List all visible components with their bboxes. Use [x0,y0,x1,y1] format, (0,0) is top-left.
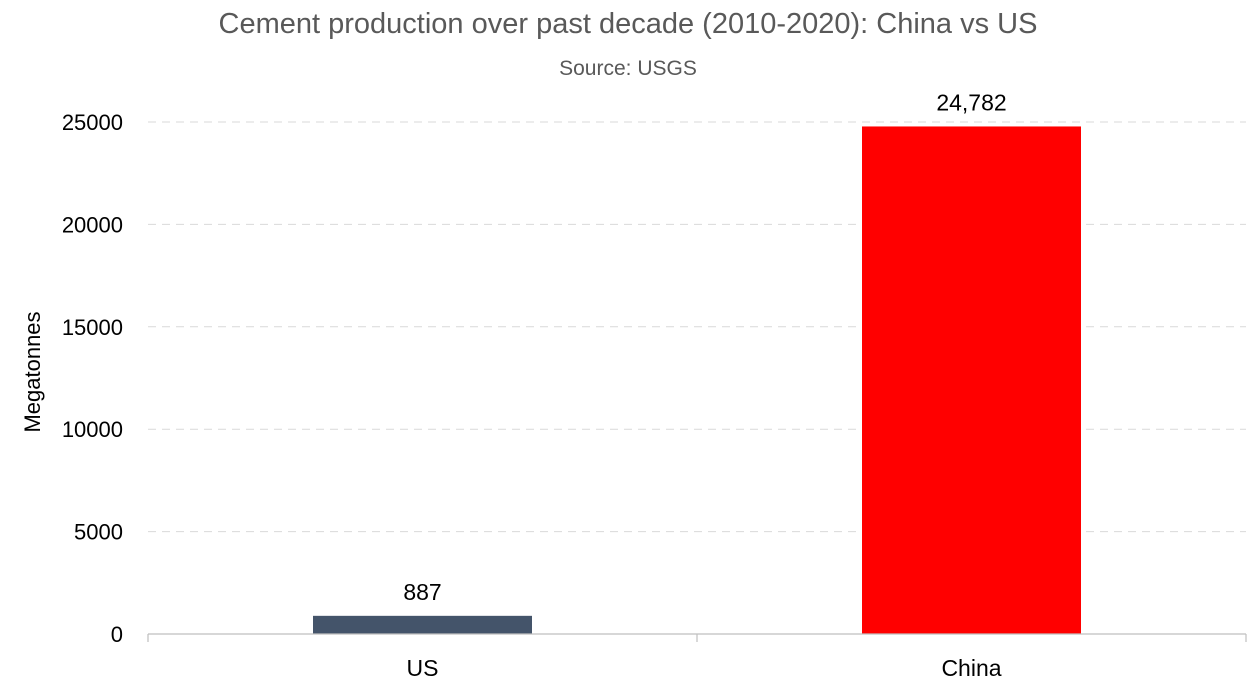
data-label-us: 887 [403,579,441,605]
x-axis [147,633,1247,642]
bar-china [862,126,1081,635]
data-label-china: 24,782 [936,89,1006,115]
y-tick-label: 20000 [62,212,123,237]
chart-title: Cement production over past decade (2010… [219,8,1038,40]
category-label-china: China [941,655,1001,681]
bars [313,126,1081,635]
y-tick-label: 15000 [62,315,123,340]
y-axis-label: Megatonnes [20,311,45,432]
y-tick-label: 25000 [62,110,123,135]
chart-subtitle: Source: USGS [559,57,697,80]
category-label-us: US [407,655,439,681]
y-tick-label: 0 [111,622,123,647]
y-axis-ticks: 0 5000 10000 15000 20000 25000 [62,110,123,647]
gridlines [148,121,1246,533]
bar-us [313,615,532,634]
y-tick-label: 10000 [62,417,123,442]
y-tick-label: 5000 [74,520,123,545]
category-labels: US China [407,655,1002,681]
data-labels: 887 24,782 [403,89,1006,604]
